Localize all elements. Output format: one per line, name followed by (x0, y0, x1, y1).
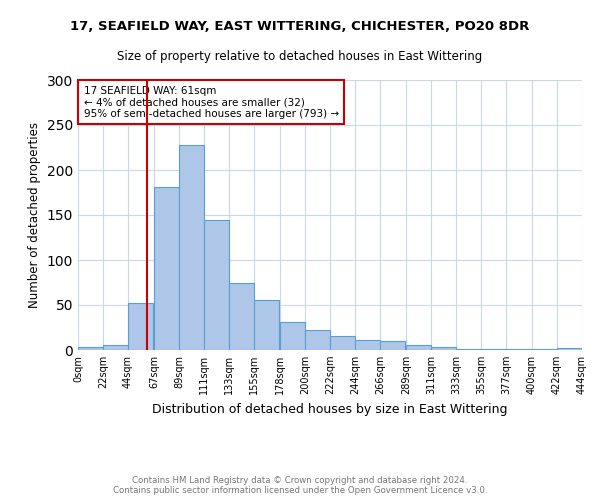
Y-axis label: Number of detached properties: Number of detached properties (28, 122, 41, 308)
Bar (406, 344, 431, 350)
Bar (305, 330, 330, 350)
Bar (229, 282, 254, 350)
X-axis label: Distribution of detached houses by size in East Wittering: Distribution of detached houses by size … (152, 402, 508, 415)
Bar (532, 349, 557, 350)
Bar (128, 303, 153, 350)
Bar (355, 340, 380, 350)
Bar (204, 220, 229, 350)
Text: Contains HM Land Registry data © Crown copyright and database right 2024.
Contai: Contains HM Land Registry data © Crown c… (113, 476, 487, 495)
Bar (456, 349, 481, 350)
Bar (78, 348, 103, 350)
Bar (179, 145, 204, 350)
Text: 17 SEAFIELD WAY: 61sqm
← 4% of detached houses are smaller (32)
95% of semi-deta: 17 SEAFIELD WAY: 61sqm ← 4% of detached … (83, 86, 338, 119)
Bar (557, 348, 582, 350)
Bar (380, 341, 405, 350)
Bar (103, 344, 128, 350)
Bar (481, 349, 506, 350)
Bar (280, 322, 305, 350)
Bar (154, 187, 179, 350)
Text: 17, SEAFIELD WAY, EAST WITTERING, CHICHESTER, PO20 8DR: 17, SEAFIELD WAY, EAST WITTERING, CHICHE… (70, 20, 530, 33)
Bar (330, 336, 355, 350)
Bar (431, 348, 456, 350)
Text: Size of property relative to detached houses in East Wittering: Size of property relative to detached ho… (118, 50, 482, 63)
Bar (506, 349, 531, 350)
Bar (254, 300, 279, 350)
